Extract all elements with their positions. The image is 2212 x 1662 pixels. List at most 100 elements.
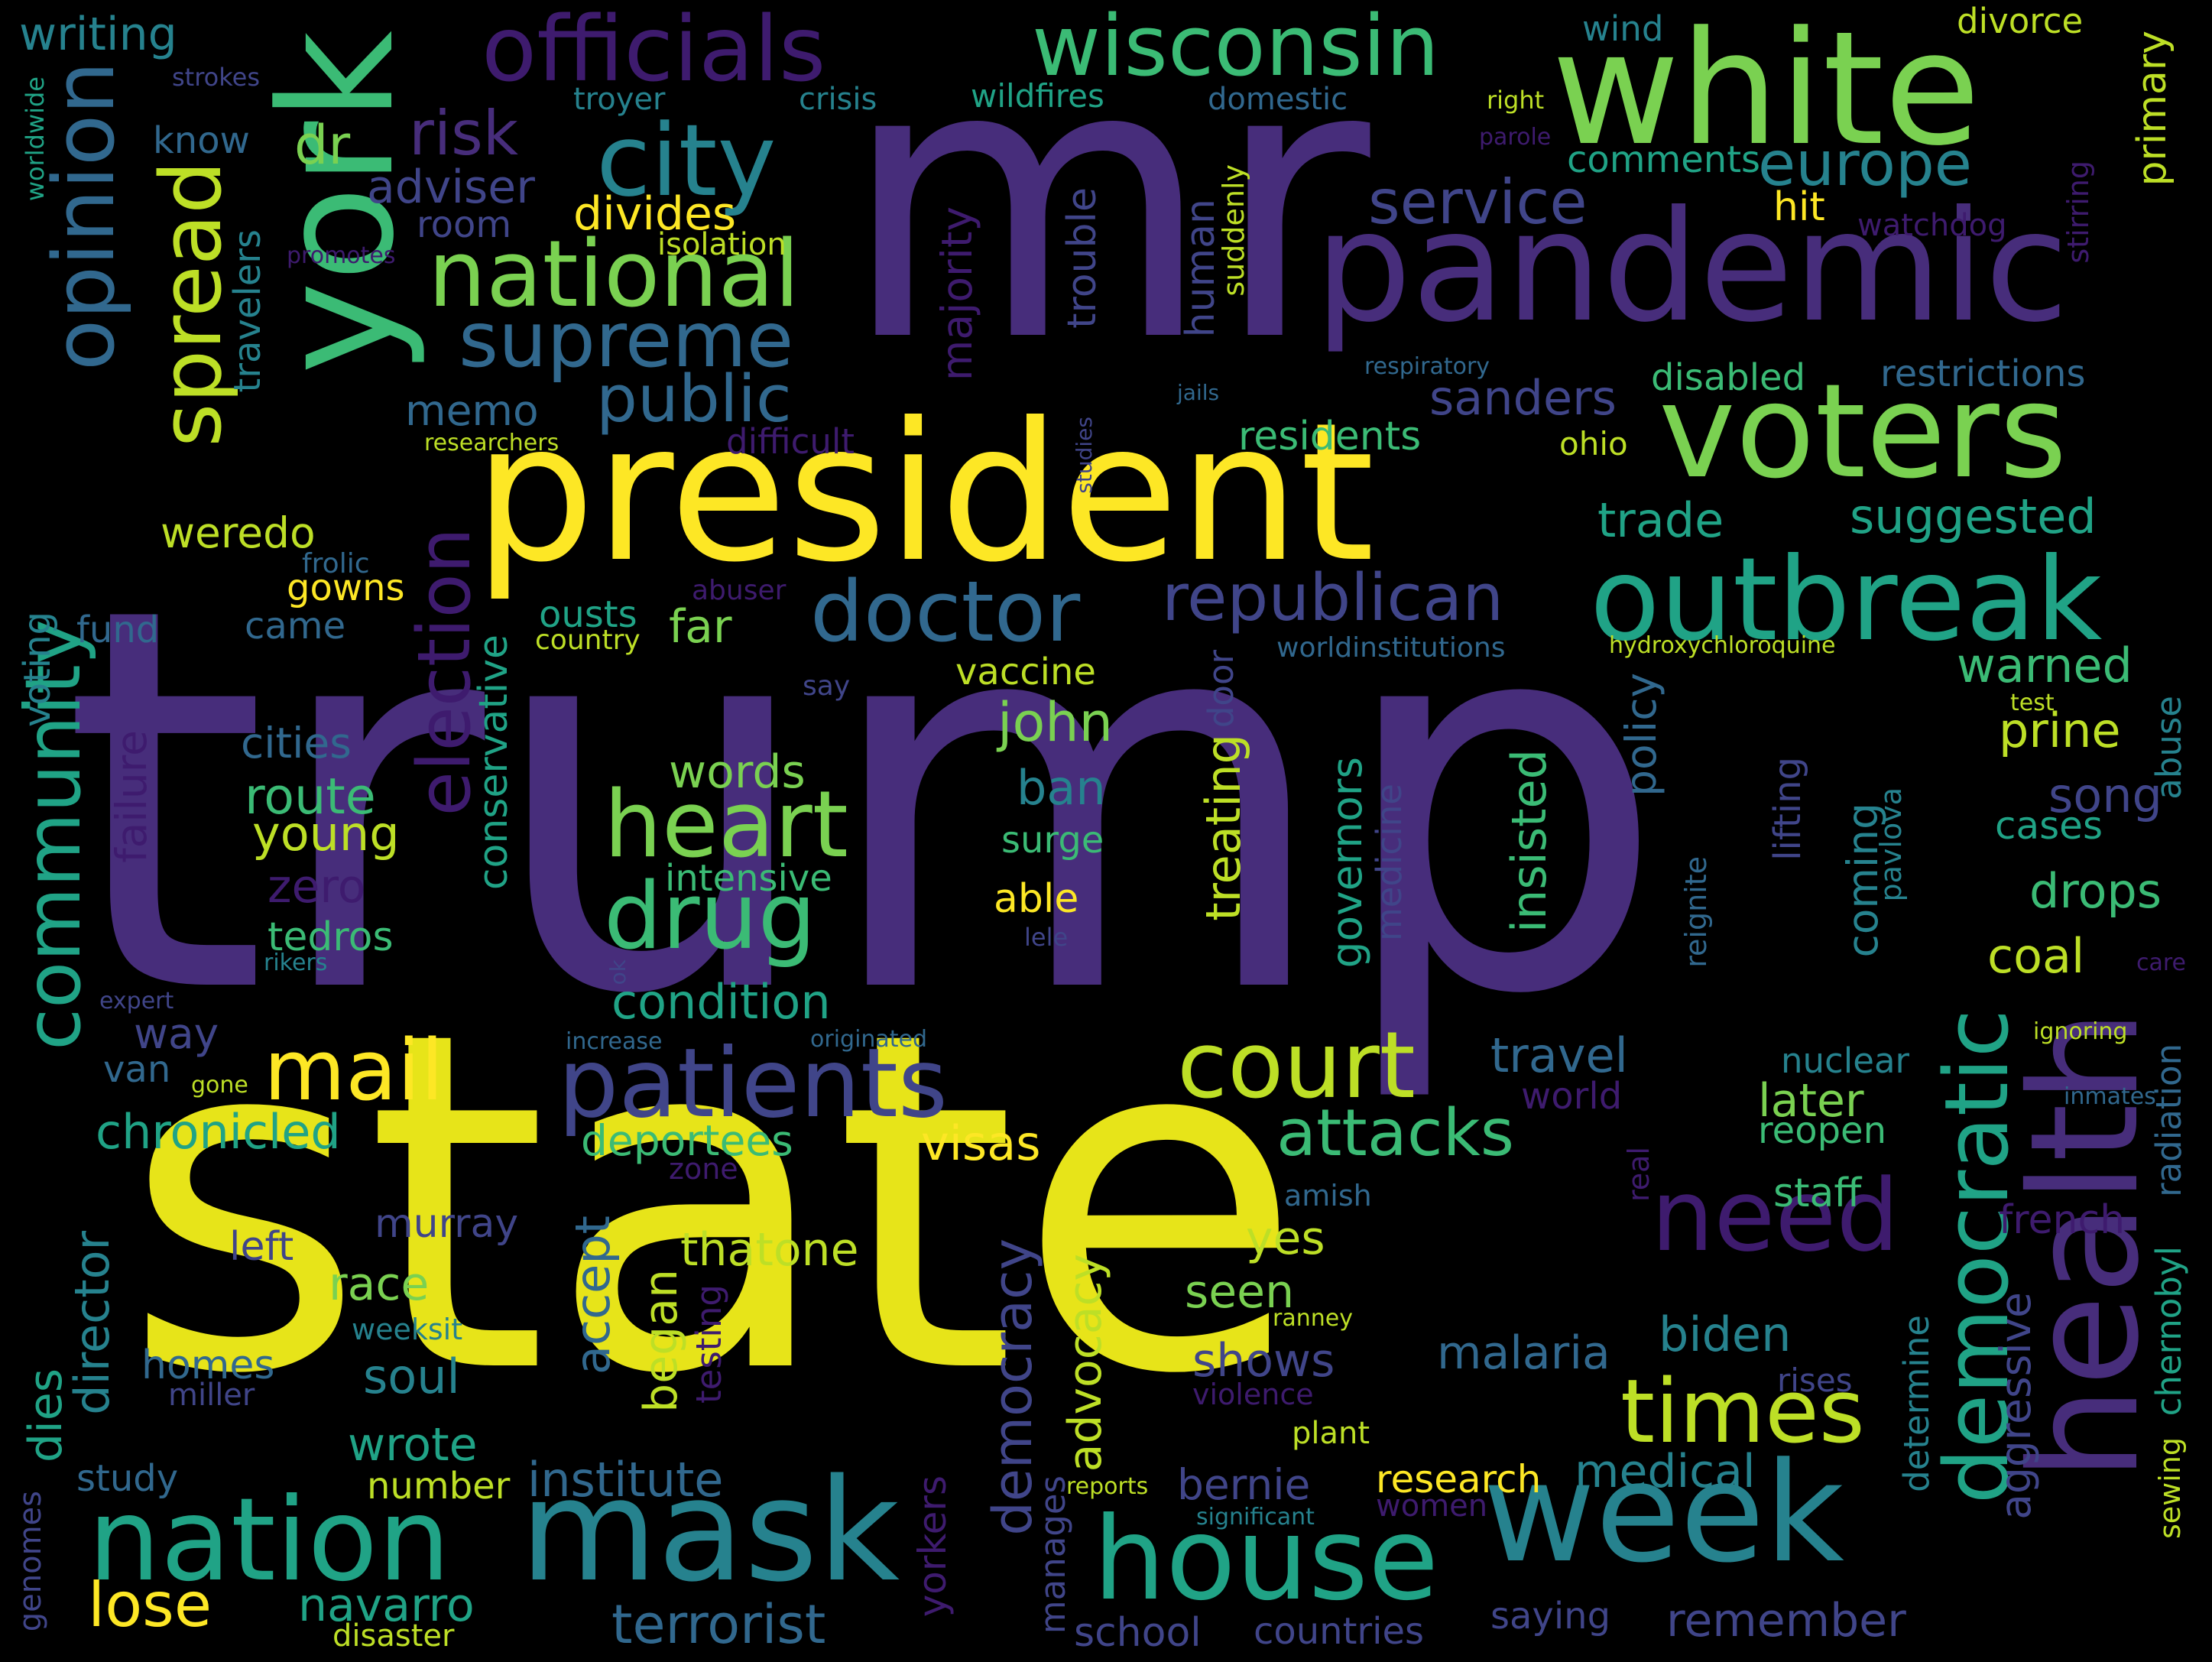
word-chronicled: chronicled — [96, 1104, 341, 1160]
word-race: race — [329, 1258, 430, 1311]
word-trouble: trouble — [1059, 187, 1105, 329]
word-tedros: tedros — [268, 914, 394, 960]
word-school: school — [1074, 1610, 1202, 1656]
word-care: care — [2136, 949, 2187, 976]
word-route: route — [245, 768, 376, 826]
word-strokes: strokes — [172, 63, 260, 92]
word-terrorist: terrorist — [611, 1593, 826, 1656]
word-number: number — [367, 1465, 511, 1508]
word-pandemic: pandemic — [1315, 178, 2069, 356]
word-homes: homes — [141, 1342, 275, 1388]
word-genomes: genomes — [13, 1491, 48, 1632]
word-reopen: reopen — [1758, 1109, 1886, 1152]
word-saying: saying — [1490, 1595, 1611, 1638]
word-rises: rises — [1777, 1362, 1853, 1399]
word-remember: remember — [1666, 1594, 1906, 1647]
word-lifting: lifting — [1766, 757, 1809, 861]
word-mr: mr — [841, 0, 1370, 425]
word-white: white — [1552, 0, 1981, 180]
word-state: state — [122, 933, 1304, 1475]
word-nation: nation — [88, 1474, 451, 1607]
word-jails: jails — [1177, 380, 1220, 405]
word-treating: treating — [1195, 734, 1251, 921]
word-song: song — [2048, 768, 2162, 823]
word-writing: writing — [19, 8, 177, 61]
word-hydroxychloroquine: hydroxychloroquine — [1609, 632, 1836, 659]
word-failure: failure — [107, 730, 156, 863]
word-weredo: weredo — [161, 508, 316, 557]
word-french: french — [1999, 1197, 2126, 1243]
word-wildfires: wildfires — [971, 77, 1104, 115]
word-comments: comments — [1567, 138, 1761, 181]
word-adviser: adviser — [367, 161, 535, 214]
word-able: able — [994, 876, 1079, 922]
word-significant: significant — [1196, 1504, 1315, 1531]
word-policy: policy — [1617, 673, 1665, 797]
word-real: real — [1622, 1147, 1656, 1203]
word-city: city — [596, 102, 777, 219]
word-determine: determine — [1896, 1315, 1937, 1492]
word-heart: heart — [604, 772, 848, 878]
word-lose: lose — [88, 1569, 212, 1641]
word-violence: violence — [1192, 1378, 1314, 1411]
word-troyer: troyer — [573, 82, 666, 117]
word-human: human — [1178, 199, 1224, 338]
word-dr: dr — [294, 114, 351, 177]
word-disaster: disaster — [332, 1618, 455, 1654]
word-weeksit: weeksit — [352, 1313, 463, 1346]
word-doctor: doctor — [810, 563, 1081, 661]
word-cases: cases — [1995, 803, 2103, 848]
word-insisted: insisted — [1501, 749, 1557, 933]
word-abuser: abuser — [692, 575, 787, 606]
word-world: world — [1521, 1075, 1623, 1118]
word-researchers: researchers — [424, 430, 559, 456]
word-governors: governors — [1322, 757, 1371, 969]
word-lele: lele — [1024, 923, 1069, 952]
word-drops: drops — [2029, 863, 2162, 919]
word-domestic: domestic — [1208, 82, 1348, 117]
word-yorkers: yorkers — [910, 1475, 955, 1618]
word-spread: spread — [142, 161, 240, 447]
word-medicine: medicine — [1369, 784, 1409, 942]
word-navarro: navarro — [298, 1579, 475, 1632]
word-restrictions: restrictions — [1880, 352, 2086, 395]
word-parole: parole — [1479, 124, 1552, 151]
word-bernie: bernie — [1177, 1460, 1311, 1509]
word-left: left — [229, 1224, 294, 1270]
word-amish: amish — [1284, 1179, 1372, 1212]
word-warned: warned — [1957, 638, 2133, 693]
word-surge: surge — [1001, 819, 1104, 862]
word-later: later — [1758, 1074, 1864, 1128]
word-yes: yes — [1246, 1212, 1325, 1265]
word-promotes: promotes — [287, 242, 396, 269]
word-need: need — [1651, 1157, 1899, 1274]
word-national: national — [428, 222, 800, 328]
word-ignoring: ignoring — [2033, 1018, 2128, 1045]
word-deportees: deportees — [581, 1116, 793, 1165]
word-travel: travel — [1490, 1027, 1628, 1083]
word-study: study — [76, 1457, 179, 1500]
word-visas: visas — [921, 1115, 1041, 1171]
word-fund: fund — [76, 609, 160, 651]
word-watchdog: watchdog — [1857, 208, 2007, 243]
word-testing: testing — [689, 1284, 729, 1404]
word-mask: mask — [520, 1448, 900, 1613]
word-voters: voters — [1659, 356, 2068, 508]
word-advocacy: advocacy — [1059, 1254, 1112, 1472]
word-sewing: sewing — [2153, 1437, 2187, 1540]
word-came: came — [245, 605, 346, 648]
word-divides: divides — [573, 187, 737, 241]
word-young: young — [252, 806, 400, 862]
word-majority: majority — [932, 206, 981, 381]
word-country: country — [535, 625, 641, 656]
word-travelers: travelers — [226, 229, 269, 393]
word-inmates: inmates — [2064, 1083, 2156, 1110]
word-house: house — [1093, 1493, 1439, 1626]
word-officials: officials — [482, 0, 826, 102]
word-patients: patients — [558, 1028, 948, 1139]
word-ok: ok — [605, 959, 631, 985]
word-medical: medical — [1575, 1445, 1756, 1498]
word-intensive: intensive — [665, 857, 832, 900]
word-ranney: ranney — [1273, 1305, 1353, 1332]
word-began: began — [634, 1269, 688, 1413]
